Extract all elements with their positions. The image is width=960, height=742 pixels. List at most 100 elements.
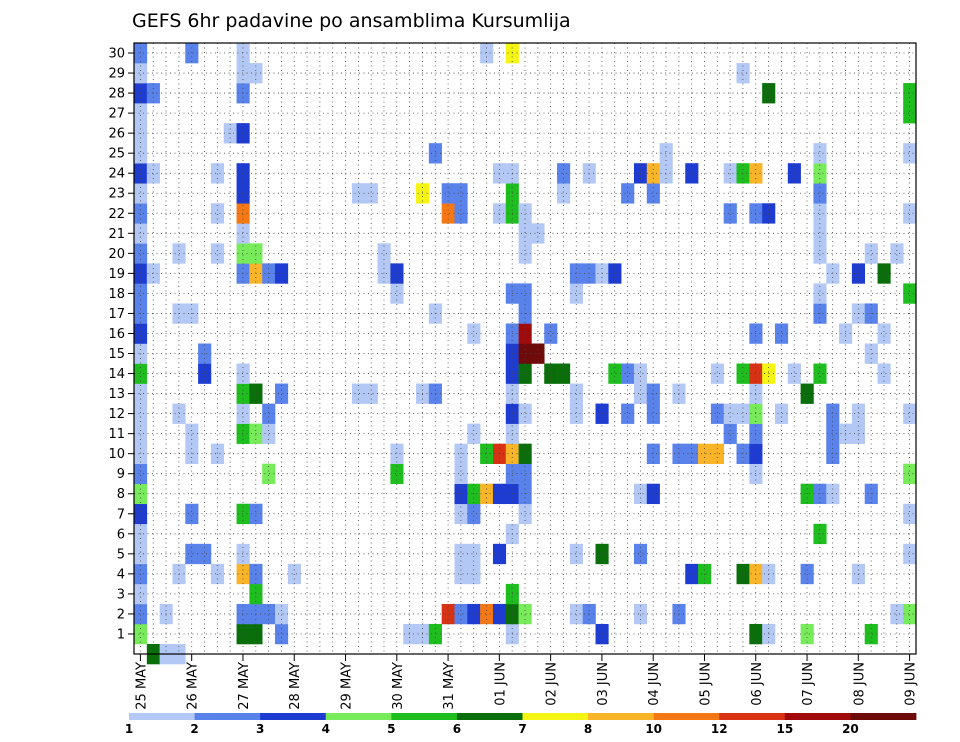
precip-cell bbox=[480, 43, 494, 64]
precip-cell bbox=[441, 203, 455, 224]
legend-swatch bbox=[129, 713, 195, 720]
legend-label: 2 bbox=[190, 722, 198, 736]
precip-cell bbox=[275, 603, 289, 625]
y-tick-label: 18 bbox=[108, 287, 125, 302]
legend-swatch bbox=[194, 713, 261, 720]
precip-cell bbox=[275, 623, 289, 645]
y-tick-label: 22 bbox=[108, 207, 125, 222]
precip-cell bbox=[492, 603, 507, 625]
precip-cell bbox=[813, 203, 827, 224]
precip-cell bbox=[569, 383, 583, 404]
precip-cell bbox=[377, 243, 391, 264]
precip-cell bbox=[467, 603, 481, 625]
precip-cell bbox=[428, 623, 442, 645]
color-legend: 1 2 3 4 5 6 7 8 10 12 15 20 bbox=[125, 713, 917, 736]
precip-cell bbox=[454, 503, 468, 525]
precip-cell bbox=[877, 323, 891, 344]
precip-cell bbox=[903, 463, 917, 485]
precip-cell bbox=[236, 423, 250, 444]
precip-cell bbox=[134, 383, 148, 404]
y-tick-label: 3 bbox=[117, 587, 125, 602]
x-tick-label: 02 JUN bbox=[545, 662, 560, 706]
x-tick-label: 26 MAY bbox=[186, 662, 201, 710]
precip-cell bbox=[492, 203, 507, 224]
precip-cell bbox=[454, 443, 468, 464]
precip-cell bbox=[864, 243, 878, 264]
precip-cell bbox=[557, 163, 571, 184]
legend-swatch bbox=[850, 713, 917, 720]
y-tick-label: 11 bbox=[108, 427, 125, 442]
x-tick-label: 27 MAY bbox=[237, 662, 252, 710]
precip-cell bbox=[377, 263, 391, 284]
precip-cell bbox=[134, 63, 148, 84]
precip-cell bbox=[518, 603, 532, 625]
precip-cell bbox=[903, 203, 917, 224]
precip-cell bbox=[185, 543, 199, 565]
legend-label: 6 bbox=[453, 722, 461, 736]
precip-cell bbox=[813, 223, 827, 244]
precip-cell bbox=[518, 223, 532, 244]
precip-cell bbox=[877, 263, 891, 284]
y-axis: 1234567891011121314151617181920212223242… bbox=[108, 47, 134, 642]
precip-cell bbox=[236, 383, 250, 404]
y-tick-label: 24 bbox=[108, 167, 125, 182]
precip-cell bbox=[236, 363, 250, 384]
precip-cell bbox=[403, 623, 417, 645]
precip-cell bbox=[864, 623, 878, 645]
chart-title: GEFS 6hr padavine po ansamblima Kursumli… bbox=[132, 10, 571, 32]
precip-cell bbox=[621, 403, 635, 424]
precip-cell bbox=[813, 163, 827, 184]
y-tick-label: 14 bbox=[108, 367, 125, 382]
precip-cell bbox=[134, 203, 148, 224]
plot-frame bbox=[133, 42, 917, 655]
precip-cell bbox=[787, 163, 801, 184]
precip-cell bbox=[134, 143, 148, 164]
x-tick-label: 07 JUN bbox=[801, 662, 816, 706]
y-tick-label: 27 bbox=[108, 107, 125, 122]
precip-cell bbox=[364, 183, 378, 204]
precip-cell bbox=[851, 263, 866, 284]
precip-cell bbox=[646, 383, 660, 404]
y-tick-label: 16 bbox=[108, 327, 125, 342]
precip-cell bbox=[134, 363, 148, 384]
precip-cell bbox=[134, 583, 148, 605]
precip-cell bbox=[903, 143, 917, 164]
precip-cell bbox=[134, 503, 148, 525]
precip-cell bbox=[608, 363, 622, 384]
precip-cell bbox=[569, 603, 583, 625]
precip-cell bbox=[723, 163, 737, 184]
precip-cell bbox=[480, 603, 494, 625]
precip-cell bbox=[646, 183, 660, 204]
legend-label: 12 bbox=[711, 722, 728, 736]
precip-cell bbox=[364, 383, 378, 404]
precip-cell bbox=[454, 183, 468, 204]
precip-cell bbox=[467, 543, 481, 565]
x-tick-label: 31 MAY bbox=[442, 662, 457, 710]
precip-cell bbox=[851, 423, 866, 444]
precip-cell bbox=[518, 403, 532, 424]
precip-cell bbox=[134, 283, 148, 304]
precip-cell bbox=[454, 463, 468, 485]
legend-label: 3 bbox=[256, 722, 264, 736]
y-tick-label: 30 bbox=[108, 47, 125, 62]
x-tick-label: 01 JUN bbox=[493, 662, 508, 706]
precip-cell bbox=[800, 383, 814, 404]
legend-swatch bbox=[325, 713, 392, 720]
precip-cell bbox=[813, 143, 827, 164]
precip-cell bbox=[134, 243, 148, 264]
x-tick-label: 03 JUN bbox=[596, 662, 611, 706]
y-tick-label: 26 bbox=[108, 127, 125, 142]
precip-cell bbox=[633, 363, 648, 384]
precip-cell bbox=[518, 323, 532, 344]
precip-cell bbox=[390, 443, 404, 464]
precip-cell bbox=[518, 243, 532, 264]
precip-cell bbox=[492, 443, 507, 464]
legend-label: 8 bbox=[584, 722, 592, 736]
legend-label: 15 bbox=[776, 722, 793, 736]
precip-cell bbox=[262, 463, 276, 485]
precip-cell bbox=[441, 183, 455, 204]
y-tick-label: 17 bbox=[108, 307, 125, 322]
precip-cell bbox=[903, 283, 917, 304]
precip-cell bbox=[210, 243, 225, 264]
precip-cell bbox=[146, 263, 160, 284]
